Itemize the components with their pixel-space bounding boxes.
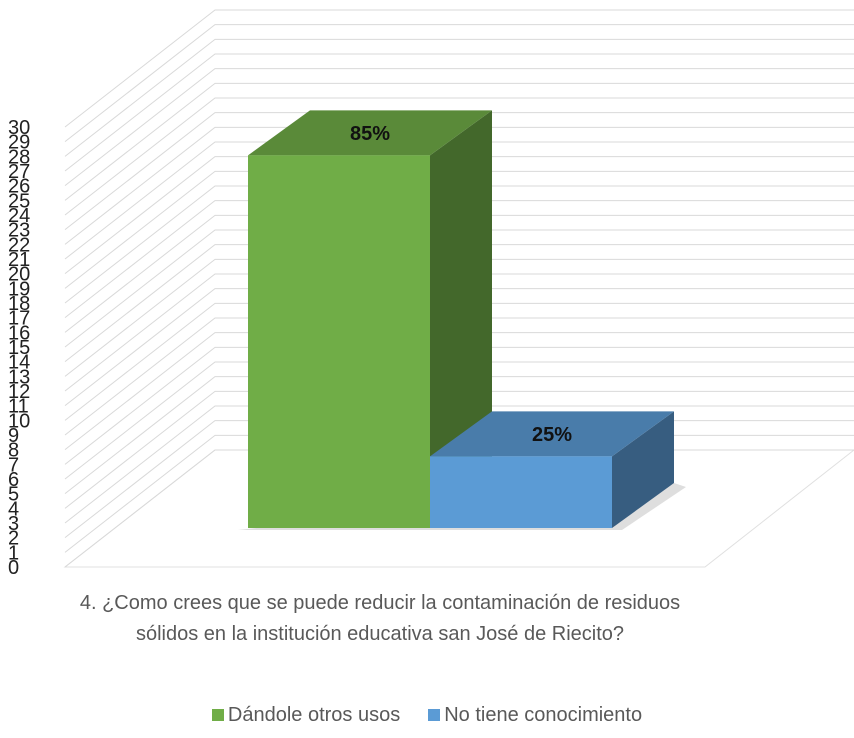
grid-line (64, 97, 854, 216)
y-tick-label: 9 (8, 425, 19, 447)
y-tick-label: 17 (8, 308, 30, 330)
grid-line (64, 9, 854, 128)
y-tick-label: 3 (8, 513, 19, 535)
y-tick-label: 18 (8, 293, 30, 315)
y-tick-label: 7 (8, 454, 19, 476)
bar (248, 155, 430, 529)
y-tick-label: 11 (8, 396, 29, 418)
y-tick-label: 21 (8, 249, 30, 271)
y-tick-label: 28 (8, 146, 30, 168)
y-tick-label: 5 (8, 484, 19, 506)
legend: Dándole otros usos No tiene conocimiento (0, 704, 854, 727)
legend-swatch (428, 709, 441, 721)
y-tick-label: 6 (8, 469, 19, 491)
y-tick-label: 13 (8, 366, 30, 388)
y-tick-label: 1 (8, 542, 19, 564)
grid-line (64, 288, 854, 407)
grid-line (64, 361, 854, 480)
grid-line (64, 38, 854, 157)
y-tick-label: 0 (8, 557, 19, 579)
grid-line (64, 126, 854, 245)
y-tick-label: 4 (8, 498, 19, 520)
grid-line (64, 112, 854, 231)
y-tick-label: 8 (8, 440, 19, 462)
legend-label: No tiene conocimiento (444, 704, 643, 726)
grid-line (64, 68, 854, 187)
legend-item: Dándole otros usos (211, 704, 401, 727)
grid-line (64, 405, 854, 524)
legend-swatch (211, 709, 224, 721)
legend-item: No tiene conocimiento (428, 704, 642, 727)
y-tick-label: 20 (8, 264, 30, 286)
data-label: 85% (350, 123, 390, 145)
grid-line (64, 170, 854, 289)
bar-top (430, 411, 674, 457)
grid-line (64, 82, 854, 201)
y-tick-label: 23 (8, 220, 30, 242)
y-tick-label: 30 (8, 117, 30, 139)
y-tick-label: 22 (8, 234, 30, 256)
grid-line (64, 53, 854, 172)
grid-line (64, 376, 854, 495)
bar (430, 456, 612, 528)
bar-side (612, 411, 674, 528)
y-tick-label: 27 (8, 161, 30, 183)
grid-line (64, 302, 854, 421)
data-label: 25% (532, 424, 572, 446)
grid-line (64, 185, 854, 304)
y-tick-label: 2 (8, 528, 19, 550)
grid-line (64, 390, 854, 509)
legend-label: Dándole otros usos (227, 704, 401, 726)
grid-line (64, 244, 854, 363)
y-tick-label: 25 (8, 190, 30, 212)
grid-line (64, 156, 854, 275)
y-tick-label: 14 (8, 352, 30, 374)
y-tick-label: 10 (8, 410, 30, 432)
x-axis-label: 4. ¿Como crees que se puede reducir la c… (79, 592, 681, 645)
y-tick-label: 26 (8, 176, 30, 198)
y-tick-label: 12 (8, 381, 30, 403)
grid-line (64, 24, 854, 143)
y-tick-label: 29 (8, 132, 30, 154)
y-tick-label: 24 (8, 205, 30, 227)
grid-line (64, 141, 854, 260)
grid-line (64, 214, 854, 333)
grid-line (64, 273, 854, 392)
y-tick-label: 16 (8, 322, 30, 344)
grid-line (64, 200, 854, 319)
grid-line (64, 317, 854, 436)
grid-line (64, 346, 854, 465)
bar-top (248, 110, 492, 156)
grid-line (64, 258, 854, 377)
y-tick-label: 15 (8, 337, 30, 359)
grid-line (64, 332, 854, 451)
grid-line (64, 229, 854, 348)
y-tick-label: 19 (8, 278, 30, 300)
